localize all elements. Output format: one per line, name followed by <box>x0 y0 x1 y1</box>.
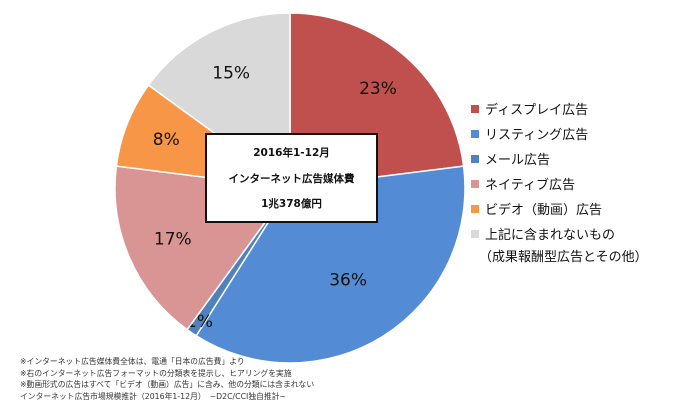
legend-item: ディスプレイ広告 <box>471 96 648 121</box>
slice-data-label: 8% <box>153 130 180 150</box>
slice-data-label: 23% <box>359 79 397 99</box>
legend-label: ビデオ（動画）広告 <box>485 203 603 218</box>
footnote: ※右のインターネット広告フォーマットの分類表を提示し、ヒアリングを実施 <box>20 368 292 378</box>
pie-slice <box>195 165 466 364</box>
legend-swatch <box>471 154 479 163</box>
footnote-source: インターネット広告市場規模推計（2016年1-12月） ~D2C/CCI独自推計… <box>20 391 287 401</box>
legend-swatch <box>471 179 479 188</box>
legend-swatch <box>471 129 479 138</box>
slice-data-label: 17% <box>154 230 192 250</box>
footnote: ※インターネット広告媒体費全体は、電通「日本の広告費」より <box>20 357 245 366</box>
legend-label: ネイティブ広告 <box>485 178 575 193</box>
legend-swatch <box>471 204 479 213</box>
legend: ディスプレイ広告 リスティング広告 メール広告 ネイティブ広告 ビデオ（動画）広… <box>471 96 648 270</box>
legend-item: リスティング広告 <box>471 121 648 146</box>
legend-label: リスティング広告 <box>485 128 589 143</box>
legend-label: メール広告 <box>485 153 551 168</box>
footnote: ※動画形式の広告はすべて「ビデオ（動画）広告」に含み、他の分類には含まれない <box>20 380 315 389</box>
legend-swatch <box>471 229 479 238</box>
legend-label: 上記に含まれないもの <box>485 228 616 243</box>
legend-label: ディスプレイ広告 <box>485 103 589 118</box>
center-title: インターネット広告媒体費 <box>228 172 355 185</box>
center-period: 2016年1-12月 <box>253 147 330 160</box>
center-total: 1兆378億円 <box>261 197 322 210</box>
slice-data-label: 15% <box>212 64 250 84</box>
legend-swatch <box>471 104 479 113</box>
footnotes: ※インターネット広告媒体費全体は、電通「日本の広告費」より ※右のインターネット… <box>20 356 314 402</box>
center-label-box: 2016年1-12月 インターネット広告媒体費 1兆378億円 <box>205 133 378 223</box>
legend-item: ビデオ（動画）広告 <box>471 196 648 221</box>
legend-item: ネイティブ広告 <box>471 171 648 196</box>
legend-item: メール広告 <box>471 146 648 171</box>
legend-note: （成果報酬型広告とその他） <box>479 250 648 265</box>
slice-data-label: 36% <box>329 271 367 291</box>
legend-item: 上記に含まれないもの <box>471 221 648 246</box>
